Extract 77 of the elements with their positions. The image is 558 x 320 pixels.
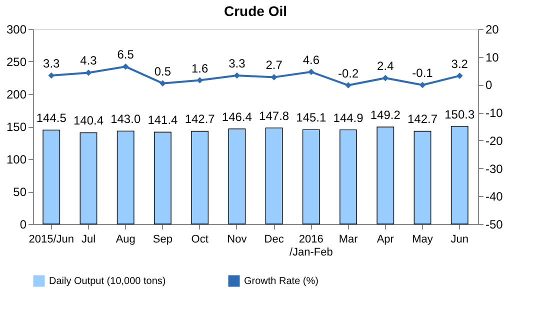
data-label: 142.7 bbox=[184, 112, 216, 126]
chart-title: Crude Oil bbox=[224, 3, 288, 19]
x-tick-label: 2016 /Jan-Feb bbox=[289, 234, 333, 258]
data-label: 142.7 bbox=[408, 112, 438, 126]
x-tick-label: Nov bbox=[227, 234, 248, 246]
y-tick-label: 0 bbox=[20, 218, 27, 232]
y2-tick-label: -30 bbox=[486, 162, 504, 176]
point bbox=[48, 72, 55, 79]
x-tick-label: Sep bbox=[152, 234, 173, 246]
x-tick-label: Oct bbox=[191, 234, 208, 246]
x-tick-label: Jun bbox=[450, 234, 469, 246]
y2-tick-label: -40 bbox=[486, 190, 504, 204]
bar bbox=[302, 129, 320, 224]
point bbox=[308, 68, 314, 76]
bar bbox=[42, 130, 60, 224]
x-tick-label: Apr bbox=[376, 234, 394, 246]
point bbox=[382, 74, 389, 82]
data-label: 1.6 bbox=[191, 61, 208, 76]
legend-label: Daily Output (10,000 tons) bbox=[49, 276, 166, 287]
bar bbox=[450, 126, 468, 224]
bar bbox=[228, 128, 246, 224]
bar bbox=[265, 128, 283, 224]
y2-tick-label: 10 bbox=[486, 50, 500, 64]
y2-tick-label: -50 bbox=[486, 218, 504, 232]
y2-tick-label: 20 bbox=[486, 22, 500, 36]
data-label: 3.3 bbox=[228, 56, 246, 71]
point bbox=[345, 82, 352, 88]
point bbox=[122, 63, 129, 70]
y-tick-label: 200 bbox=[6, 88, 27, 102]
data-label: 3.2 bbox=[451, 56, 468, 71]
point bbox=[85, 70, 92, 76]
x-tick-label: May bbox=[412, 234, 434, 246]
bar bbox=[154, 132, 172, 224]
point bbox=[419, 82, 426, 88]
data-label: -0.1 bbox=[412, 66, 434, 80]
data-label: 147.8 bbox=[259, 108, 290, 123]
y2-tick-label: -20 bbox=[486, 134, 504, 148]
data-label: 140.4 bbox=[73, 114, 104, 128]
bar bbox=[376, 126, 394, 224]
y-tick-label: 300 bbox=[6, 22, 27, 36]
data-label: 144.5 bbox=[36, 111, 67, 126]
y-tick-label: 100 bbox=[6, 152, 27, 166]
data-label: 3.3 bbox=[43, 56, 60, 71]
y-tick-label: 50 bbox=[13, 185, 27, 199]
data-label: 149.2 bbox=[370, 108, 401, 122]
point bbox=[234, 72, 240, 79]
x-tick-label: 2015/Jun bbox=[28, 234, 74, 246]
data-label: 6.5 bbox=[117, 48, 134, 62]
bar bbox=[116, 130, 134, 224]
legend-label: Growth Rate (%) bbox=[244, 276, 318, 287]
data-label: 4.6 bbox=[302, 52, 320, 67]
data-label: 144.9 bbox=[333, 110, 364, 125]
point bbox=[160, 80, 166, 86]
bar bbox=[414, 130, 432, 224]
data-label: 2.4 bbox=[377, 59, 394, 74]
data-label: 150.3 bbox=[444, 107, 475, 122]
data-label: 2.7 bbox=[266, 58, 283, 72]
x-tick-label: Aug bbox=[116, 234, 136, 246]
y2-tick-label: 0 bbox=[486, 78, 492, 92]
data-label: 145.1 bbox=[296, 110, 327, 125]
y-tick-label: 150 bbox=[6, 120, 27, 134]
data-label: 146.4 bbox=[222, 110, 252, 124]
data-label: 0.5 bbox=[154, 64, 172, 78]
x-tick-label: Dec bbox=[264, 234, 284, 246]
data-label: -0.2 bbox=[338, 66, 359, 80]
point bbox=[456, 72, 463, 79]
point bbox=[270, 74, 278, 80]
data-label: 143.0 bbox=[110, 112, 141, 126]
y2-tick-label: -10 bbox=[486, 106, 504, 120]
data-label: 141.4 bbox=[148, 113, 178, 128]
data-label: 4.3 bbox=[80, 54, 98, 68]
bar bbox=[340, 129, 357, 224]
x-tick-label: Jul bbox=[81, 234, 96, 246]
y-tick-label: 250 bbox=[6, 55, 27, 69]
x-tick-label: Mar bbox=[338, 234, 358, 246]
bar bbox=[80, 132, 98, 224]
bar bbox=[191, 130, 209, 224]
